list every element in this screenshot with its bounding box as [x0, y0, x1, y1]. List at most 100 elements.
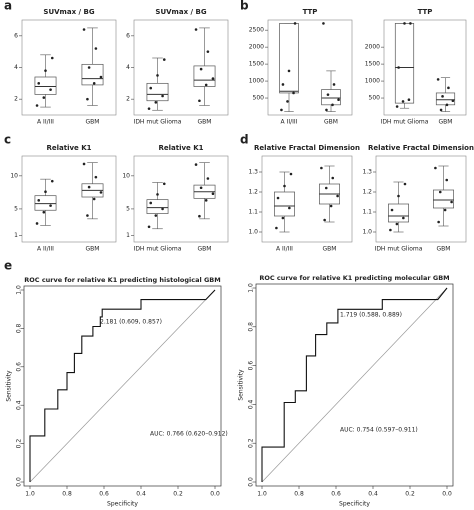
x-tick-label: 0.8 [62, 491, 72, 498]
chart-title: SUVmax / BG [155, 8, 206, 16]
plot-frame [23, 285, 222, 487]
chart-title: Relative Fractal Dimension [254, 144, 360, 152]
y-tick-label: 2000 [365, 44, 380, 51]
y-tick-label: 1.0 [362, 229, 372, 236]
data-point [407, 98, 411, 102]
data-point [199, 186, 203, 190]
data-point [42, 210, 46, 214]
y-tick-label: 2000 [249, 44, 264, 51]
y-tick-label: 1.2 [362, 189, 372, 196]
data-point [322, 22, 325, 25]
data-point [149, 201, 153, 205]
data-point [42, 96, 46, 99]
y-tick-label: 1 [14, 232, 18, 239]
x-tick-label: 0.6 [99, 491, 109, 498]
y-tick-label: 1500 [365, 61, 380, 68]
chart-title: Relative K1 [46, 144, 91, 152]
data-point [156, 193, 159, 196]
data-point [156, 74, 159, 77]
x-tick-label: IDH mut Glioma [375, 246, 423, 253]
data-point [92, 82, 96, 85]
x-tick-label: GBM [198, 246, 212, 253]
data-point [194, 163, 198, 166]
x-tick-label: IDH mut Glioma [134, 246, 182, 253]
y-tick-label: 4 [14, 64, 18, 71]
annotation: 2.181 (0.609, 0.857) [100, 319, 162, 326]
data-point [35, 104, 39, 107]
y-tick-label: 1.1 [362, 209, 372, 216]
data-point [86, 97, 89, 101]
x-tick-label: 1.0 [257, 491, 267, 498]
x-tick-label: 1.0 [25, 491, 35, 498]
data-point [94, 175, 98, 179]
x-tick-label: GBM [86, 119, 100, 126]
data-point [49, 88, 52, 91]
box [433, 189, 454, 209]
x-tick-label: 0.4 [368, 491, 378, 498]
y-tick-label: 0.0 [16, 477, 23, 487]
box [279, 23, 299, 94]
data-point [336, 194, 339, 198]
data-point [82, 162, 86, 166]
x-axis-label: Specificity [339, 501, 370, 508]
data-point [397, 66, 400, 69]
y-tick-label: 1500 [249, 61, 264, 68]
x-tick-label: 0.2 [405, 491, 415, 498]
box [321, 89, 341, 106]
y-tick-label: 0.2 [248, 438, 255, 448]
y-tick-label: 0.8 [248, 322, 255, 332]
data-point [49, 204, 52, 207]
data-point [447, 86, 450, 90]
data-point [445, 103, 449, 107]
data-point [94, 47, 98, 50]
y-tick-label: 1.1 [248, 209, 258, 216]
chart-title: Relative K1 [158, 144, 203, 152]
annotation: AUC: 0.766 (0.620–0.912) [150, 431, 228, 438]
y-tick-label: 6 [126, 32, 130, 39]
plot-frame [261, 155, 353, 243]
data-point [292, 91, 295, 95]
data-point [438, 190, 442, 194]
x-tick-label: IDH mut Glioma [381, 119, 429, 126]
y-tick-label: 1.3 [362, 169, 372, 176]
data-point [283, 184, 286, 188]
y-tick-label: 6 [14, 32, 18, 39]
data-point [395, 222, 399, 226]
data-point [320, 166, 323, 170]
box [274, 191, 295, 217]
data-point [445, 178, 449, 182]
annotation: 1.719 (0.588, 0.889) [340, 312, 402, 319]
box [146, 82, 169, 102]
y-tick-label: 2 [14, 96, 18, 103]
data-point [436, 78, 440, 81]
x-tick-label: 0.4 [136, 491, 146, 498]
data-point [326, 93, 330, 96]
y-tick-label: 1.0 [248, 283, 255, 293]
data-point [206, 50, 210, 53]
data-point [211, 77, 215, 80]
data-point [325, 108, 328, 112]
data-point [289, 172, 293, 176]
panel-label: c [4, 133, 11, 147]
y-tick-label: 1.0 [16, 285, 23, 295]
y-tick-label: 1.2 [248, 189, 258, 196]
data-point [194, 28, 198, 31]
data-point [275, 226, 278, 230]
box [81, 63, 104, 86]
panel-label: a [4, 0, 12, 13]
y-tick-label: 10 [122, 172, 130, 179]
data-point [401, 100, 405, 103]
chart-title: ROC curve for relative K1 predicting mol… [259, 274, 449, 282]
box [435, 92, 456, 106]
y-tick-label: 10 [10, 172, 18, 179]
data-point [329, 204, 333, 208]
reference-line [29, 289, 216, 483]
data-point [403, 22, 406, 25]
data-point [390, 208, 394, 212]
chart-title: SUVmax / BG [43, 8, 94, 16]
y-tick-label: 5 [14, 205, 18, 212]
data-point [402, 216, 405, 220]
data-point [443, 208, 447, 212]
data-point [204, 199, 208, 202]
